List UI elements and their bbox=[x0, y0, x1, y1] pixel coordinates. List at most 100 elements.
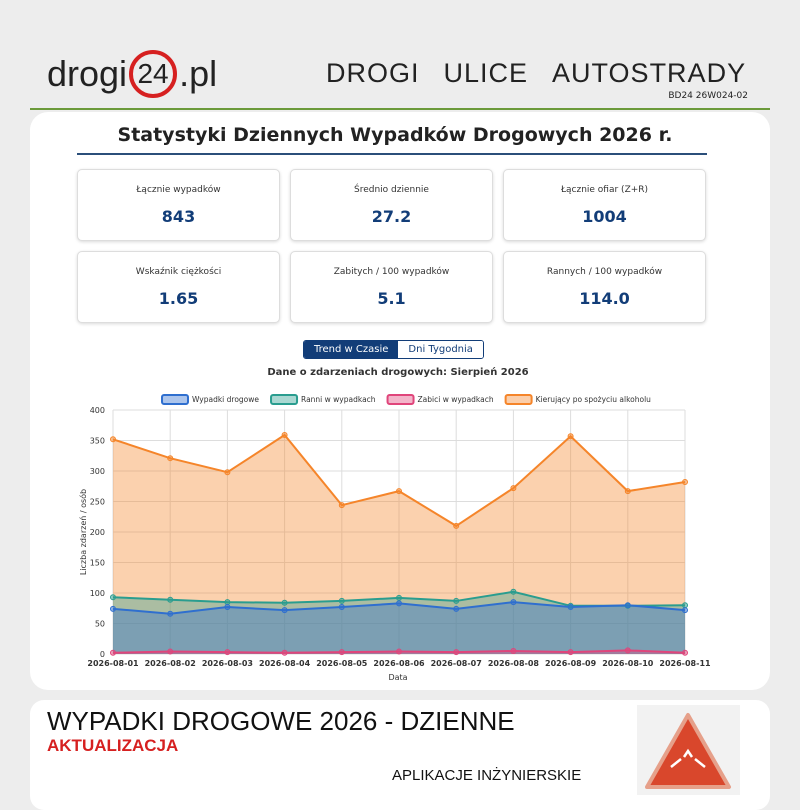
logo-text: .pl bbox=[179, 53, 218, 94]
point bbox=[110, 594, 116, 601]
x-tick-label: 2026-08-11 bbox=[659, 659, 711, 668]
stat-card: Łącznie wypadków 843 bbox=[77, 169, 280, 241]
stat-value: 27.2 bbox=[371, 207, 412, 226]
stat-card: Łącznie ofiar (Z+R) 1004 bbox=[503, 169, 706, 241]
point bbox=[224, 604, 231, 611]
logo-text: drogi bbox=[47, 53, 128, 94]
x-tick-label: 2026-08-07 bbox=[431, 659, 482, 668]
footer-brand: APLIKACJE INŻYNIERSKIE bbox=[392, 767, 582, 784]
point bbox=[453, 522, 460, 529]
y-tick-label: 350 bbox=[90, 437, 105, 446]
point bbox=[510, 485, 517, 492]
point bbox=[281, 432, 288, 439]
area bbox=[113, 602, 685, 654]
y-tick-label: 400 bbox=[90, 406, 105, 415]
stat-label: Wskaźnik ciężkości bbox=[135, 267, 222, 277]
point bbox=[167, 610, 174, 617]
stat-label: Łącznie wypadków bbox=[136, 185, 221, 195]
stat-value: 1004 bbox=[582, 207, 627, 226]
stat-value: 5.1 bbox=[377, 289, 406, 308]
point bbox=[682, 607, 688, 614]
point bbox=[396, 594, 402, 601]
stat-value: 1.65 bbox=[158, 289, 199, 308]
point bbox=[338, 649, 345, 656]
legend-swatch bbox=[161, 394, 189, 405]
y-tick-label: 0 bbox=[100, 650, 105, 659]
footer-title: WYPADKI DROGOWE 2026 - DZIENNE bbox=[47, 706, 515, 736]
point bbox=[338, 502, 345, 509]
stat-card: Wskaźnik ciężkości 1.65 bbox=[77, 251, 280, 323]
point bbox=[396, 600, 402, 607]
point bbox=[167, 455, 174, 462]
logo-circle: 24 bbox=[129, 50, 178, 98]
point bbox=[281, 607, 288, 614]
x-tick-label: 2026-08-03 bbox=[202, 659, 253, 668]
dashboard-title: Statystyki Dziennych Wypadków Drogowych … bbox=[117, 124, 673, 146]
point bbox=[453, 605, 460, 612]
y-tick-label: 150 bbox=[90, 559, 105, 568]
nav-item[interactable]: AUTOSTRADY bbox=[552, 58, 747, 88]
point bbox=[624, 488, 631, 495]
underline bbox=[77, 153, 707, 155]
x-tick-label: 2026-08-05 bbox=[316, 659, 368, 668]
icon bbox=[637, 705, 740, 795]
y-tick-label: 250 bbox=[90, 498, 105, 507]
code: BD24 26W024-02 bbox=[668, 91, 748, 101]
point bbox=[682, 649, 688, 656]
point bbox=[167, 648, 174, 655]
x-tick-label: 2026-08-08 bbox=[488, 659, 540, 668]
y-tick-label: 300 bbox=[90, 467, 105, 476]
chart: Dane o zdarzeniach drogowych: Sierpień 2… bbox=[78, 366, 711, 682]
divider bbox=[30, 108, 770, 110]
chart-title: Dane o zdarzeniach drogowych: Sierpień 2… bbox=[267, 366, 528, 378]
stat-label: Rannych / 100 wypadków bbox=[546, 267, 663, 277]
tabs: Trend w Czasie Dni Tygodnia bbox=[303, 340, 484, 359]
point bbox=[624, 647, 631, 654]
point bbox=[682, 602, 688, 609]
y-tick-label: 50 bbox=[95, 620, 105, 629]
point bbox=[453, 597, 460, 604]
point bbox=[338, 604, 345, 611]
tab-active[interactable]: Trend w Czasie bbox=[304, 341, 399, 358]
nav-item[interactable]: ULICE bbox=[443, 58, 529, 88]
point bbox=[624, 602, 631, 609]
point bbox=[510, 599, 517, 606]
point bbox=[110, 605, 116, 612]
x-tick-label: 2026-08-04 bbox=[259, 659, 311, 668]
point bbox=[510, 647, 517, 654]
point bbox=[281, 649, 288, 656]
legend-swatch bbox=[386, 394, 415, 405]
point bbox=[682, 478, 688, 485]
point bbox=[338, 597, 345, 604]
legend-swatch bbox=[504, 394, 533, 405]
x-tick-label: 2026-08-01 bbox=[87, 659, 139, 668]
legend-label: Wypadki drogowe bbox=[192, 395, 259, 404]
point bbox=[281, 599, 288, 606]
tab[interactable]: Dni Tygodnia bbox=[398, 341, 483, 358]
footer-subtitle: AKTUALIZACJA bbox=[47, 736, 179, 755]
x-tick-label: 2026-08-09 bbox=[545, 659, 597, 668]
point bbox=[567, 604, 574, 611]
y-axis-label: Liczba zdarzeń / osób bbox=[78, 489, 88, 575]
legend-label: Kierujący po spożyciu alkoholu bbox=[536, 395, 652, 404]
point bbox=[110, 436, 116, 443]
stat-card: Zabitych / 100 wypadków 5.1 bbox=[290, 251, 493, 323]
x-tick-label: 2026-08-06 bbox=[373, 659, 425, 668]
point bbox=[224, 469, 231, 476]
point bbox=[224, 599, 231, 606]
stat-label: Średnio dziennie bbox=[354, 185, 429, 195]
stat-label: Zabitych / 100 wypadków bbox=[333, 267, 450, 277]
nav: DROGI ULICE AUTOSTRADY bbox=[326, 58, 746, 89]
legend-swatch bbox=[270, 394, 299, 405]
x-axis-label: Data bbox=[388, 673, 407, 682]
y-tick-label: 100 bbox=[90, 589, 105, 598]
logo[interactable]: drogi 24 .pl bbox=[47, 50, 217, 98]
point bbox=[510, 588, 517, 595]
point bbox=[396, 648, 402, 655]
point bbox=[224, 649, 231, 656]
point bbox=[567, 649, 574, 656]
point bbox=[396, 488, 402, 495]
stat-card: Rannych / 100 wypadków 114.0 bbox=[503, 251, 706, 323]
nav-item[interactable]: DROGI bbox=[326, 58, 420, 88]
x-tick-label: 2026-08-02 bbox=[145, 659, 196, 668]
